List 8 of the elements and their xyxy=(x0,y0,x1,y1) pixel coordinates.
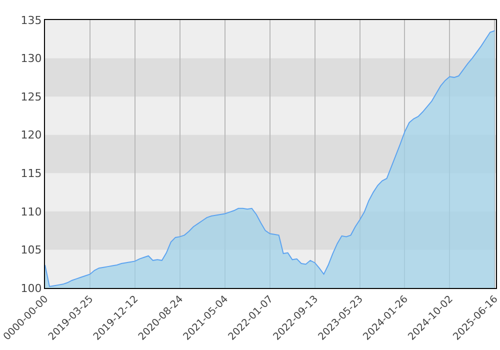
y-tick-label: 110 xyxy=(20,205,42,218)
y-tick-label: 115 xyxy=(20,166,42,180)
y-tick-label: 100 xyxy=(20,282,42,295)
y-tick-label: 105 xyxy=(20,244,42,257)
y-tick-label: 125 xyxy=(20,90,42,104)
y-tick-label: 130 xyxy=(20,52,42,66)
y-tick-label: 135 xyxy=(20,14,42,27)
y-tick-label: 120 xyxy=(20,128,42,142)
